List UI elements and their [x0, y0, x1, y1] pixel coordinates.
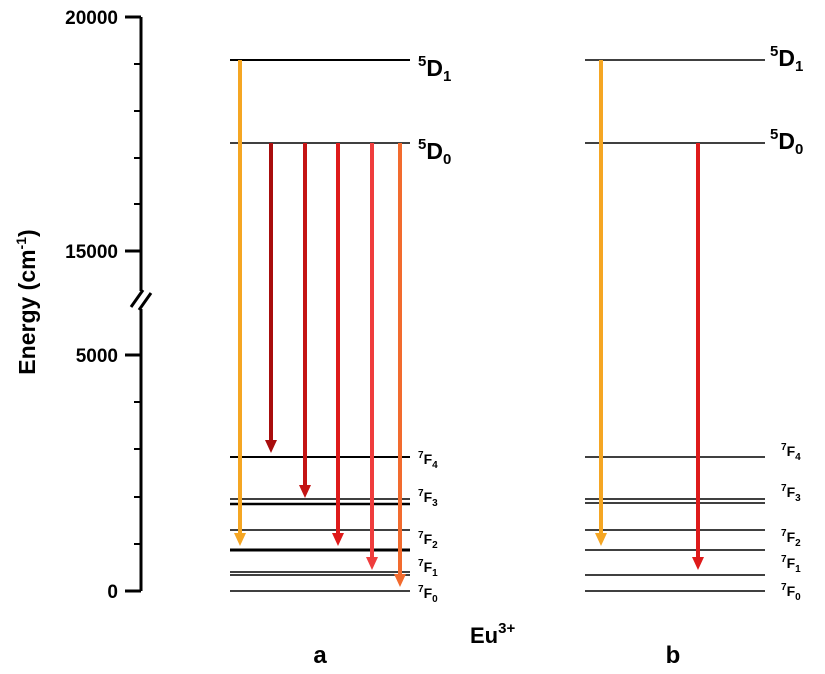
panel-a-levels [230, 59, 410, 592]
transition-arrow-5D0-to-7F2-head [332, 533, 344, 546]
term-label-5D0: 5D0 [418, 136, 451, 168]
tick-label-5000: 5000 [76, 346, 118, 367]
term-label-7F3: 7F3 [781, 483, 801, 504]
energy-axis: 20000 15000 5000 0 Energy (cm-1) [13, 8, 153, 603]
panel-a-transitions [234, 60, 406, 587]
panel-a-term-labels: 5D1 5D0 7F4 7F3 7F2 7F1 7F0 [418, 53, 451, 605]
term-label-5D0: 5D0 [770, 126, 803, 158]
term-label-7F4: 7F4 [781, 442, 801, 463]
transition-arrow-5D0-to-7F1-head [366, 557, 378, 570]
term-label-7F4: 7F4 [418, 450, 438, 471]
axis-title: Energy (cm-1) [13, 229, 40, 374]
term-label-7F1: 7F1 [781, 554, 801, 575]
term-label-7F3: 7F3 [418, 488, 438, 509]
axis-break [129, 289, 153, 311]
term-label-5D1: 5D1 [418, 53, 451, 85]
ion-label: Eu3+ [470, 620, 515, 648]
tick-label-20000: 20000 [65, 8, 118, 29]
tick-label-15000: 15000 [65, 242, 118, 263]
term-label-7F1: 7F1 [418, 558, 438, 579]
panel-b-term-labels: 5D1 5D0 7F4 7F3 7F2 7F1 7F0 [770, 43, 803, 603]
transition-arrow-5D0-to-7F3-head [299, 485, 311, 498]
term-label-7F2: 7F2 [781, 528, 801, 549]
transition-arrow-5D0-to-7F1-head [692, 557, 704, 570]
tick-label-0: 0 [107, 582, 118, 603]
panel-label-b: b [666, 642, 681, 669]
term-label-7F2: 7F2 [418, 530, 438, 551]
term-label-7F0: 7F0 [781, 582, 801, 603]
transition-arrow-5D0-to-7F4-head [265, 440, 277, 453]
transition-arrow-5D1-to-7F2-head [595, 533, 607, 546]
panel-b-transitions [595, 60, 704, 570]
transition-arrow-5D0-to-7F0-head [394, 574, 406, 587]
term-label-7F0: 7F0 [418, 584, 438, 605]
term-label-5D1: 5D1 [770, 43, 803, 75]
panel-label-a: a [313, 642, 327, 669]
panel-b-levels [585, 59, 765, 592]
transition-arrow-5D1-to-7F2-head [234, 533, 246, 546]
minor-ticks [134, 63, 141, 545]
